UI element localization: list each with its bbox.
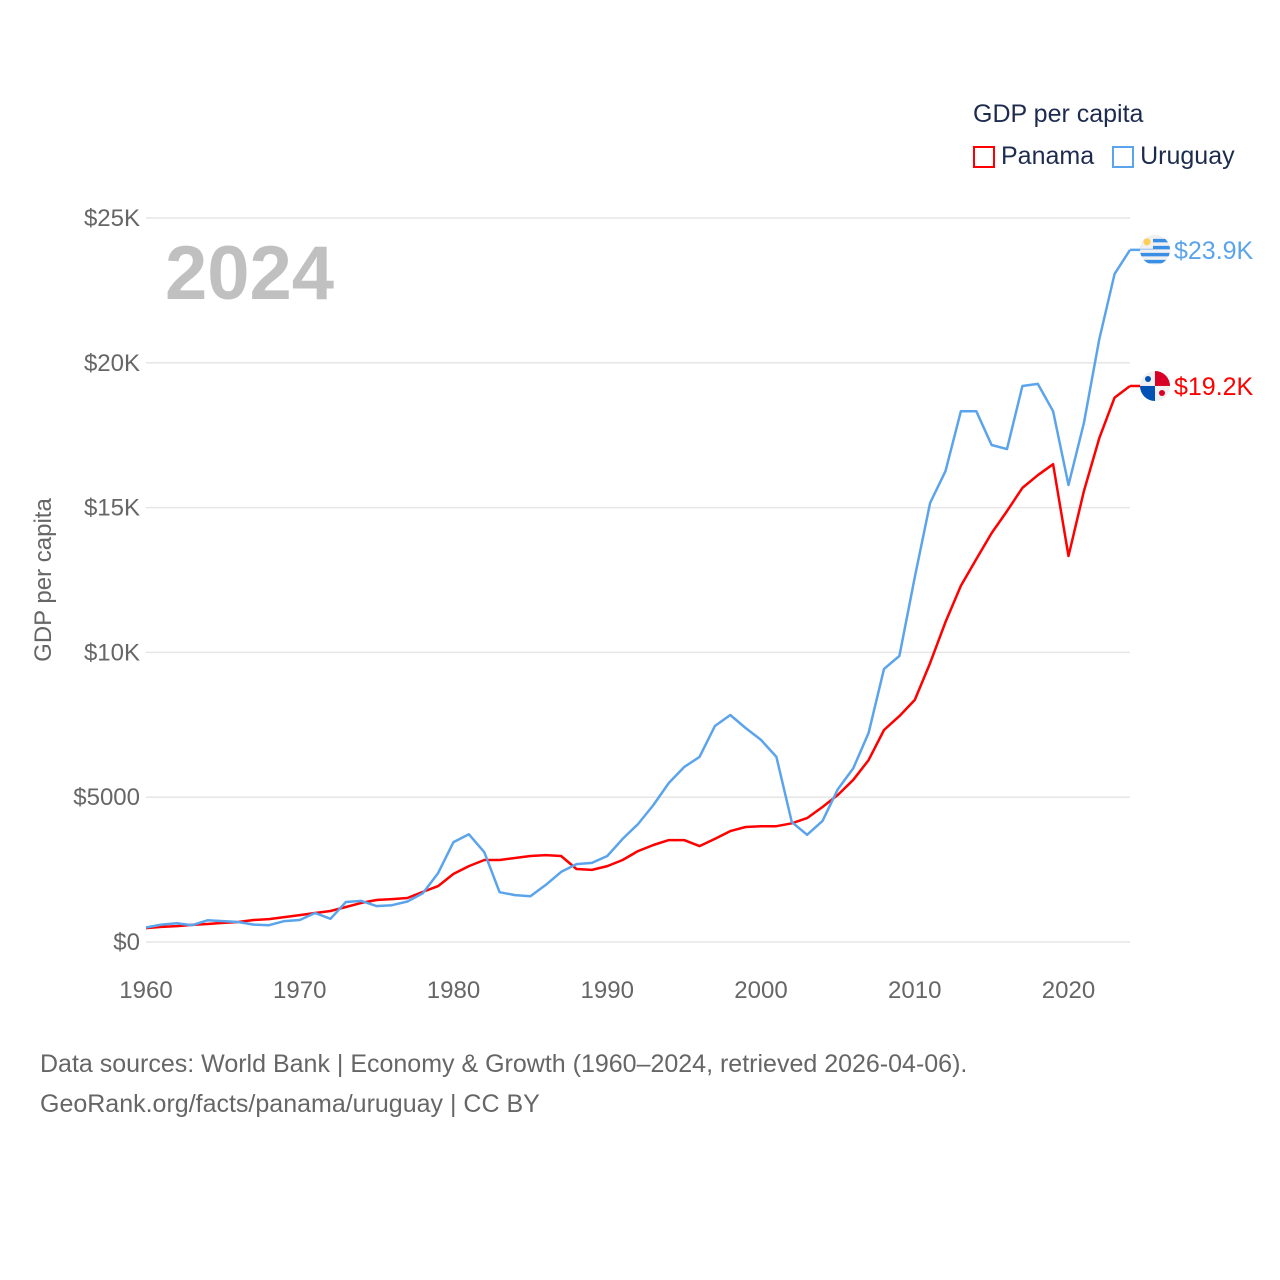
footer: Data sources: World Bank | Economy & Gro… — [40, 1044, 967, 1124]
x-tick-label: 1990 — [581, 977, 634, 1004]
legend-item-panama[interactable]: Panama — [973, 142, 1094, 171]
x-tick-label: 1960 — [119, 977, 172, 1004]
legend-label-uruguay: Uruguay — [1140, 142, 1235, 170]
x-tick-label: 2020 — [1042, 977, 1095, 1004]
legend-swatch-panama — [973, 145, 995, 168]
data-sources-text: Data sources: World Bank | Economy & Gro… — [40, 1050, 968, 1078]
source-link[interactable]: GeoRank.org/facts/panama/uruguay | CC BY — [40, 1090, 540, 1118]
year-label: 2024 — [165, 231, 334, 316]
uruguay-flag-icon — [1140, 234, 1170, 265]
y-tick-label: $20K — [84, 350, 140, 377]
y-tick-label: $25K — [84, 205, 140, 232]
legend-label-panama: Panama — [1001, 142, 1095, 170]
x-tick-label: 2010 — [888, 977, 941, 1004]
x-tick-label: 1970 — [273, 977, 326, 1004]
legend: Panama Uruguay — [973, 142, 1235, 171]
y-tick-label: $5000 — [73, 784, 140, 811]
end-value-label-panama: $19.2K — [1174, 373, 1254, 401]
y-tick-label: $0 — [113, 929, 140, 956]
x-tick-label: 1980 — [427, 977, 480, 1004]
x-tick-label: 2000 — [734, 977, 787, 1004]
legend-title: GDP per capita — [973, 100, 1144, 128]
legend-item-uruguay[interactable]: Uruguay — [1112, 142, 1235, 171]
panama-flag-icon — [1140, 370, 1170, 401]
y-axis-label: GDP per capita — [30, 498, 57, 662]
end-value-label-uruguay: $23.9K — [1174, 237, 1254, 265]
y-tick-label: $10K — [84, 639, 140, 666]
legend-swatch-uruguay — [1112, 145, 1135, 168]
series-line-panama — [145, 385, 1131, 930]
y-tick-label: $15K — [84, 495, 140, 522]
series-line-uruguay — [145, 249, 1132, 929]
